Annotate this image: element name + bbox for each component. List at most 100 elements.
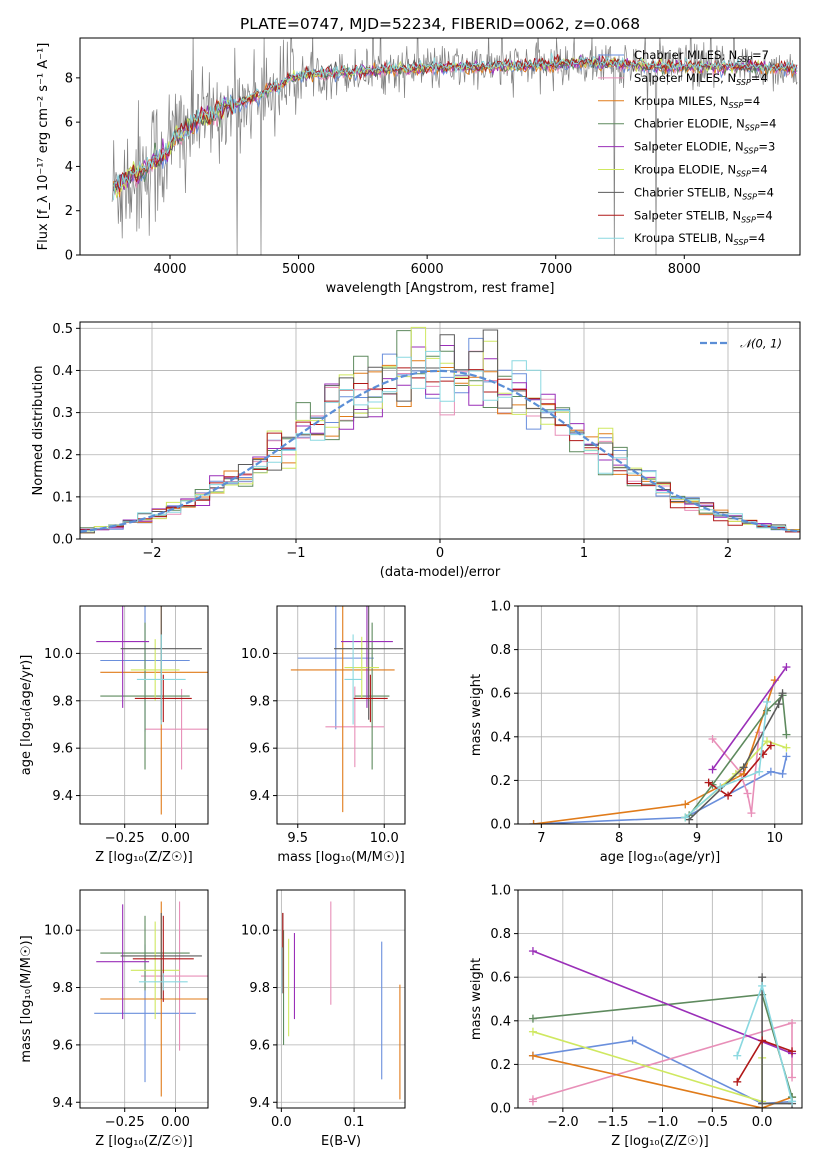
mass-weight-marker xyxy=(681,813,690,822)
x-tick-label: −1 xyxy=(286,546,305,561)
axes-frame xyxy=(276,605,406,825)
errorbar-point xyxy=(290,606,395,813)
y-tick-label: 9.4 xyxy=(52,1096,73,1111)
legend-label: Kroupa STELIB, NSSP=4 xyxy=(634,231,765,247)
mass-weight-marker xyxy=(788,1018,797,1027)
x-axis-label: (data-model)/error xyxy=(380,565,501,580)
mass-weight-marker xyxy=(733,1077,742,1086)
y-axis-label: Normed distribution xyxy=(31,366,46,496)
y-tick-label: 9.4 xyxy=(52,789,73,804)
x-axis-label: E(B-V) xyxy=(321,1134,361,1149)
errorbar-point xyxy=(297,606,374,730)
y-tick-label: 0.0 xyxy=(490,1102,511,1117)
y-tick-label: 9.6 xyxy=(52,1038,73,1053)
legend-spectrum: Chabrier MILES, NSSP=7 Salpeter MILES, NS… xyxy=(598,48,776,247)
plot-area-age-vs-Z xyxy=(96,606,208,815)
mass-weight-marker xyxy=(762,737,771,746)
y-axis-label: mass weight xyxy=(469,958,484,1040)
y-tick-label: 0.2 xyxy=(490,774,511,789)
axes-frame xyxy=(79,605,209,825)
x-tick-label: 9.5 xyxy=(287,831,308,846)
mass-weight-marker xyxy=(743,789,752,798)
y-tick-label: 4 xyxy=(65,160,73,175)
legend-label: Chabrier ELODIE, NSSP=4 xyxy=(634,117,776,133)
mass-weight-marker xyxy=(747,809,756,818)
errorbar-point xyxy=(96,904,150,1020)
errorbar-point xyxy=(130,639,180,701)
errorbar-point xyxy=(344,634,362,725)
y-tick-label: 10.0 xyxy=(44,647,73,662)
axes-frame xyxy=(517,889,803,1109)
x-tick-label: 7 xyxy=(537,831,545,846)
y-tick-label: 0.1 xyxy=(52,490,73,505)
y-tick-label: 0.5 xyxy=(52,322,73,337)
y-tick-label: 0.8 xyxy=(490,927,511,942)
y-tick-label: 0.4 xyxy=(490,730,511,745)
y-tick-label: 9.8 xyxy=(249,981,270,996)
y-tick-label: 0.6 xyxy=(490,971,511,986)
y-tick-label: 0.6 xyxy=(490,687,511,702)
y-tick-label: 0 xyxy=(65,249,73,264)
x-tick-label: −2.0 xyxy=(547,1115,579,1130)
x-tick-label: 4000 xyxy=(153,262,186,277)
x-tick-label: 5000 xyxy=(282,262,315,277)
x-axis-label: wavelength [Angstrom, rest frame] xyxy=(326,281,555,296)
mass-weight-marker xyxy=(758,973,767,982)
panel-massweight-vs-Z: −2.0 −1.5 −1.0 −0.5 0.0 0.0 0.2 0.4 0.6 0.8 1.0 Z [… xyxy=(469,884,803,1149)
y-tick-label: 9.6 xyxy=(249,1038,270,1053)
y-tick-label: 10.0 xyxy=(241,647,270,662)
y-tick-label: 9.6 xyxy=(52,742,73,757)
errorbar-point xyxy=(140,901,208,1051)
mass-weight-marker xyxy=(758,1099,767,1108)
y-tick-label: 10.0 xyxy=(44,924,73,939)
plot-area-age-vs-mass xyxy=(290,606,404,813)
mass-weight-marker xyxy=(528,1014,537,1023)
errorbar-point xyxy=(334,606,404,720)
y-tick-label: 2 xyxy=(65,204,73,219)
y-tick-label: 9.8 xyxy=(249,694,270,709)
errorbar-point xyxy=(341,606,393,708)
x-tick-label: −0.25 xyxy=(105,1115,145,1130)
errorbar-point xyxy=(145,688,208,770)
mass-weight-line xyxy=(688,692,784,821)
plot-area-mass-vs-Z xyxy=(94,901,208,1097)
x-axis-label: mass [log₁₀(M/M☉)] xyxy=(277,850,404,865)
panel-residuals: 𝒩(0, 1) −2 −1 0 1 2 0.0 0.1 0.2 0.3 0.4 0.5 (data-mo… xyxy=(31,321,801,580)
errorbar-point xyxy=(100,915,190,991)
x-tick-label: −2 xyxy=(142,546,161,561)
plot-area-residuals xyxy=(80,326,800,534)
plot-area-spectrum xyxy=(111,38,798,255)
mass-weight-marker xyxy=(774,700,783,709)
errorbar-point xyxy=(136,634,186,725)
legend-label: 𝒩(0, 1) xyxy=(740,337,782,351)
panel-mass-vs-ebv: 0.0 0.1 9.4 9.6 9.8 10.0 E(B-V) xyxy=(241,889,406,1149)
y-axis-label: mass [log₁₀(M/M☉)] xyxy=(19,935,34,1062)
mass-weight-marker xyxy=(788,1047,797,1056)
x-tick-label: −1.5 xyxy=(597,1115,629,1130)
x-tick-label: −0.5 xyxy=(697,1115,729,1130)
mass-weight-marker xyxy=(782,730,791,739)
panel-mass-vs-Z: −0.25 0.00 9.4 9.6 9.8 10.0 Z [log₁₀(Z/Z☉)] mas… xyxy=(19,889,209,1149)
y-tick-label: 0.2 xyxy=(490,1058,511,1073)
legend-label: Salpeter MILES, NSSP=4 xyxy=(634,71,768,87)
mass-weight-marker xyxy=(762,697,771,706)
y-tick-label: 9.8 xyxy=(52,694,73,709)
mass-weight-marker xyxy=(628,1036,637,1045)
x-axis-label: Z [log₁₀(Z/Z☉)] xyxy=(95,1134,192,1149)
axes-frame xyxy=(79,37,801,256)
y-tick-label: 0.0 xyxy=(52,533,73,548)
y-tick-label: 9.4 xyxy=(249,789,270,804)
normal-reference-curve xyxy=(80,369,800,533)
mass-weight-marker xyxy=(755,728,764,737)
plot-area-mass-vs-ebv xyxy=(281,901,401,1100)
mass-weight-marker xyxy=(528,1051,537,1060)
x-tick-label: 10 xyxy=(766,831,783,846)
panel-age-vs-Z: −0.25 0.00 9.4 9.6 9.8 10.0 Z [log₁₀(Z/Z☉)] age… xyxy=(19,605,209,865)
model-spectrum-line xyxy=(112,52,798,201)
legend-label: Chabrier STELIB, NSSP=4 xyxy=(634,185,774,201)
errorbar-point xyxy=(100,622,190,770)
x-tick-label: −0.25 xyxy=(105,831,145,846)
errorbar-point xyxy=(344,636,380,699)
x-tick-label: 1 xyxy=(580,546,588,561)
